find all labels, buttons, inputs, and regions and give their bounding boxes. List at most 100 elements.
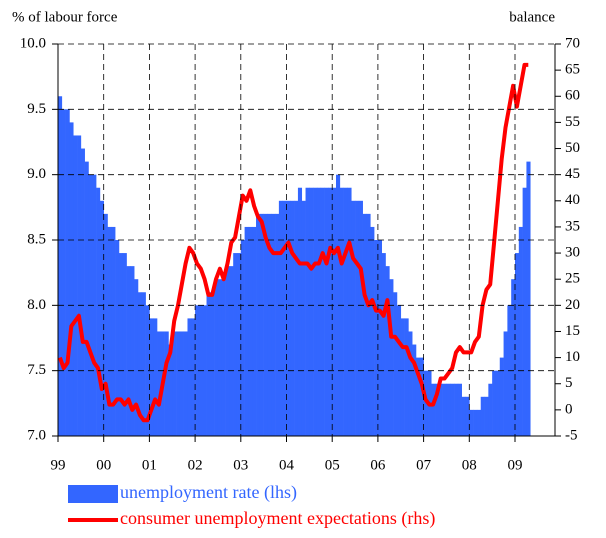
bar [183, 331, 188, 436]
y2-tick-label: 35 [565, 218, 580, 234]
bar [233, 253, 238, 436]
y-tick-label: 9.0 [27, 166, 46, 182]
bar [179, 331, 184, 436]
bar [153, 318, 158, 436]
bar [69, 122, 74, 437]
bar [431, 383, 436, 436]
legend-label: consumer unemployment expectations (rhs) [120, 508, 435, 529]
bar [275, 213, 280, 436]
bar [202, 305, 207, 436]
y-tick-label: 8.0 [27, 297, 46, 313]
y-tick-label: 7.0 [27, 427, 46, 443]
bar [294, 200, 299, 436]
y2-tick-label: 50 [565, 140, 580, 156]
bar [511, 279, 516, 436]
y2-tick-label: -5 [565, 427, 578, 443]
bar [145, 305, 150, 436]
bar [191, 318, 196, 436]
bar [412, 344, 417, 436]
bar [134, 279, 139, 436]
y-tick-label: 9.5 [27, 101, 46, 117]
legend-label: unemployment rate (lhs) [120, 482, 297, 503]
bar [316, 187, 322, 436]
y-tick-label: 8.5 [27, 231, 46, 247]
bar [176, 331, 181, 436]
x-tick-label: 00 [96, 457, 111, 473]
bar [480, 396, 485, 436]
bar [370, 226, 375, 436]
bar [84, 161, 89, 436]
bar [187, 318, 192, 436]
bar [339, 187, 344, 436]
bar [61, 109, 66, 436]
bar [461, 396, 466, 436]
bar [362, 213, 367, 436]
legend-swatch [68, 485, 118, 503]
bar [290, 200, 295, 436]
bar [400, 318, 405, 436]
x-tick-label: 02 [188, 457, 203, 473]
bar [118, 253, 124, 436]
bar [313, 187, 318, 436]
bar [305, 187, 310, 436]
x-tick-label: 07 [416, 457, 432, 473]
bar [328, 187, 333, 436]
bar [157, 331, 162, 436]
bar [111, 226, 116, 436]
bar [301, 200, 306, 436]
x-tick-label: 99 [51, 457, 66, 473]
bar [271, 213, 276, 436]
bar [366, 213, 371, 436]
bar [385, 266, 390, 436]
bar [473, 409, 478, 436]
bar [324, 187, 329, 436]
bar [107, 226, 112, 436]
bar [92, 174, 97, 436]
bar [450, 383, 455, 436]
y2-tick-label: 60 [565, 88, 580, 104]
y2-axis-title: balance [509, 9, 555, 25]
x-tick-label: 09 [508, 457, 523, 473]
bar [263, 213, 268, 436]
bar [210, 292, 215, 436]
bar [236, 253, 242, 436]
bar [389, 279, 394, 436]
bar [65, 109, 70, 436]
bar [438, 383, 443, 436]
bar [351, 200, 356, 436]
bar [122, 253, 127, 436]
bar [476, 409, 482, 436]
bar [137, 292, 143, 436]
bar [58, 96, 63, 437]
bar [435, 383, 440, 436]
bar [404, 318, 409, 436]
bar [408, 331, 413, 436]
bar [446, 383, 451, 436]
bar [515, 253, 520, 436]
y2-tick-label: 10 [565, 349, 580, 365]
bar [217, 279, 223, 436]
bar [457, 383, 462, 436]
bar [415, 357, 421, 436]
y2-tick-label: 45 [565, 166, 580, 182]
y2-tick-label: 70 [565, 35, 580, 51]
bar [423, 370, 428, 436]
bar [168, 344, 173, 436]
bar [115, 240, 120, 436]
bar [488, 383, 493, 436]
bar [358, 200, 363, 436]
bar [347, 187, 352, 436]
bar [225, 266, 230, 436]
bar [141, 292, 146, 436]
bar [518, 226, 523, 436]
y2-tick-label: 0 [565, 401, 573, 417]
x-tick-label: 08 [462, 457, 477, 473]
y-tick-label: 7.5 [27, 362, 46, 378]
y-tick-label: 10.0 [20, 35, 46, 51]
y2-tick-label: 25 [565, 271, 580, 287]
bar [252, 226, 257, 436]
bar [332, 187, 337, 436]
y2-tick-label: 15 [565, 323, 580, 339]
bar [492, 370, 497, 436]
bar [374, 240, 379, 436]
